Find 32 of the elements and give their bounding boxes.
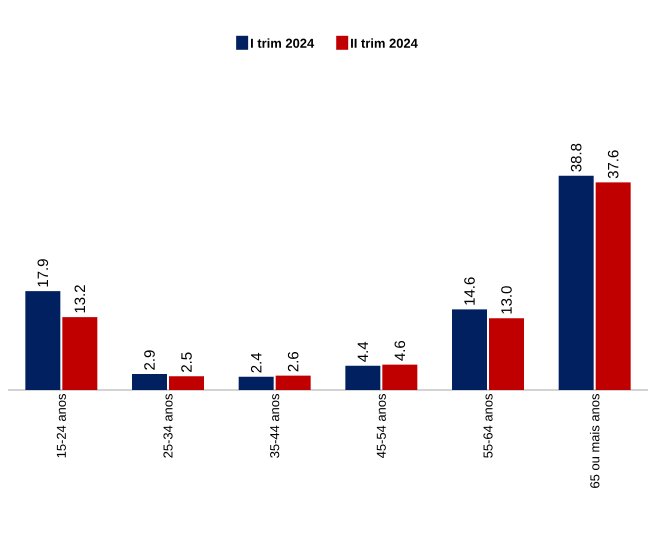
bar	[276, 376, 311, 390]
data-label: 2.9	[144, 350, 155, 370]
x-tick-label: 35-44 anos	[270, 394, 280, 458]
bar	[452, 309, 488, 390]
bar	[25, 291, 60, 390]
bar	[558, 176, 594, 390]
data-label: 37.6	[608, 150, 618, 178]
x-tick-label: 55-64 anos	[483, 394, 493, 458]
data-label: 13.0	[501, 286, 512, 314]
legend-label: II trim 2024	[351, 38, 418, 48]
bar	[238, 376, 274, 390]
x-tick-label: 15-24 anos	[56, 394, 66, 458]
legend-label: I trim 2024	[250, 38, 314, 48]
bar	[132, 374, 168, 390]
data-label: 4.4	[358, 342, 368, 362]
data-label: 38.8	[570, 144, 582, 172]
bar	[489, 318, 524, 390]
bar	[168, 376, 204, 390]
x-tick-label: 25-34 anos	[163, 394, 173, 458]
data-label: 14.6	[464, 277, 475, 305]
x-tick-label: 65 ou mais anos	[590, 394, 600, 488]
x-tick-label: 45-54 anos	[376, 394, 386, 458]
bar	[596, 182, 631, 390]
bar	[382, 364, 418, 390]
data-label: 2.6	[288, 352, 298, 372]
bar	[62, 317, 98, 390]
bar	[345, 366, 380, 390]
data-label: 2.5	[181, 352, 192, 372]
data-label: 2.4	[250, 352, 262, 372]
data-label: 13.2	[74, 285, 86, 312]
data-label: 17.9	[38, 259, 48, 286]
data-label: 4.6	[394, 340, 406, 361]
